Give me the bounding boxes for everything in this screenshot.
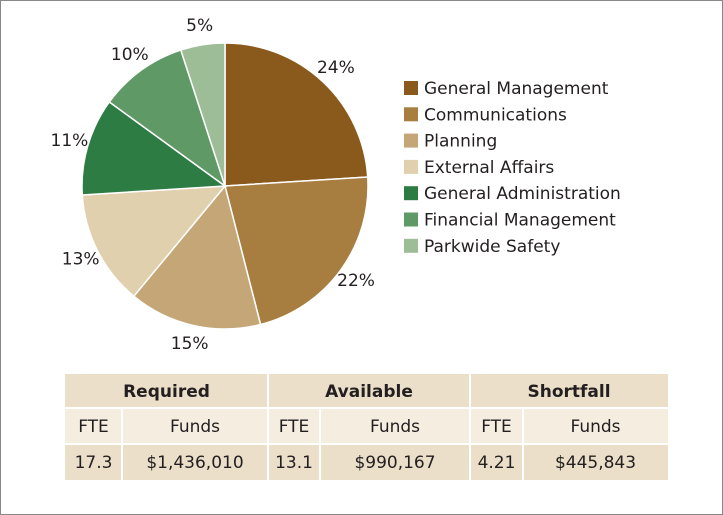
table-row-bg (65, 444, 668, 480)
legend-swatch (404, 81, 418, 95)
slice-label: 10% (111, 45, 149, 65)
table-header-bg (65, 374, 668, 408)
table-group-header: Available (325, 382, 413, 402)
legend-label: Planning (424, 132, 497, 152)
table-cell: 13.1 (275, 453, 313, 473)
slice-label: 24% (317, 58, 355, 78)
table-subheader: Funds (370, 417, 420, 437)
legend-label: General Management (424, 79, 609, 99)
legend-label: Parkwide Safety (424, 237, 560, 257)
legend-label: Financial Management (424, 211, 616, 231)
table-subheader: Funds (570, 417, 620, 437)
pie-slice (224, 176, 369, 326)
legend-swatch (404, 107, 418, 122)
table-subheader: FTE (481, 417, 512, 437)
slice-label: 11% (51, 131, 89, 151)
pie-slice (81, 100, 228, 196)
table-group-header: Required (123, 382, 210, 402)
table-cell: $445,843 (555, 453, 636, 473)
pie-slice (179, 42, 226, 187)
legend-swatch (404, 238, 418, 253)
pie-slice (132, 184, 262, 330)
slice-label: 13% (62, 250, 100, 270)
legend-swatch (404, 212, 418, 227)
table-cell: $1,436,010 (146, 453, 243, 473)
legend-swatch (404, 133, 418, 148)
table-subheader: FTE (78, 417, 109, 437)
table-cell: $990,167 (354, 453, 435, 473)
pie-slice (224, 42, 369, 187)
table-cell: 17.3 (75, 453, 113, 473)
table-subheader: FTE (279, 417, 310, 437)
slice-label: 15% (171, 334, 209, 354)
legend-label: Communications (424, 105, 567, 125)
slice-label: 22% (337, 271, 375, 291)
table-group-header: Shortfall (527, 382, 610, 402)
table-subheader: Funds (170, 417, 220, 437)
table-cell: 4.21 (478, 453, 516, 473)
pie-slice (81, 185, 227, 298)
slice-label: 5% (186, 16, 213, 36)
pie-slice (108, 49, 227, 188)
legend-swatch (404, 159, 418, 174)
legend-label: General Administration (424, 184, 621, 204)
legend-label: External Affairs (424, 158, 554, 178)
legend-swatch (404, 186, 418, 201)
table-subheader-bg (65, 408, 668, 444)
